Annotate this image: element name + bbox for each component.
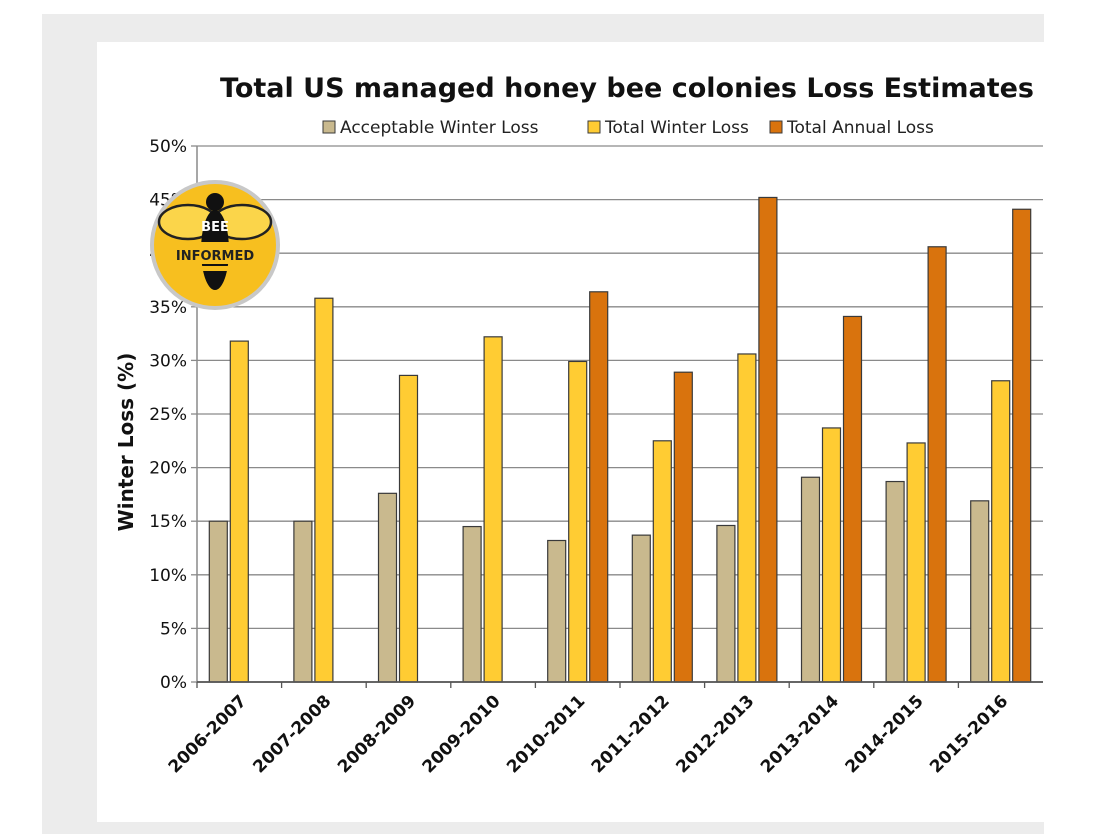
- y-tick-label: 35%: [149, 298, 187, 318]
- bars: [208, 196, 1032, 683]
- bar-total-winter-loss: [229, 340, 249, 683]
- x-tick-label: 2014-2015: [842, 691, 928, 777]
- bar-total-winter-loss: [314, 297, 334, 683]
- y-tick-label: 20%: [149, 459, 187, 479]
- bar-acceptable-winter-loss: [631, 534, 651, 683]
- bar-total-winter-loss: [652, 440, 672, 683]
- legend-label: Acceptable Winter Loss: [340, 118, 539, 138]
- legend-swatch: [322, 120, 336, 134]
- x-tick-label: 2012-2013: [672, 691, 758, 777]
- bar-chart: Total US managed honey bee colonies Loss…: [114, 73, 1043, 777]
- chart-panel: Total US managed honey bee colonies Loss…: [97, 42, 1065, 822]
- bar-total-winter-loss: [398, 374, 419, 683]
- bar-acceptable-winter-loss: [547, 539, 567, 683]
- bar-acceptable-winter-loss: [293, 520, 313, 683]
- bar-acceptable-winter-loss: [716, 524, 736, 683]
- x-tick-label: 2008-2009: [334, 691, 420, 777]
- logo-text-bottom: INFORMED: [176, 249, 254, 264]
- y-tick-label: 25%: [149, 405, 187, 425]
- logo-bee-head: [206, 193, 224, 211]
- y-tick-label: 0%: [160, 673, 187, 693]
- bar-total-annual-loss: [673, 371, 693, 683]
- bar-total-annual-loss: [842, 315, 863, 683]
- bar-total-winter-loss: [991, 380, 1011, 683]
- bar-total-winter-loss: [737, 353, 757, 683]
- bar-acceptable-winter-loss: [377, 492, 398, 683]
- bee-informed-logo: BEE INFORMED: [150, 180, 280, 310]
- bar-total-annual-loss: [1012, 208, 1032, 683]
- y-tick-label: 5%: [160, 619, 187, 639]
- y-axis-label: Winter Loss (%): [114, 353, 138, 532]
- bar-total-annual-loss: [927, 246, 947, 683]
- y-tick-label: 10%: [149, 566, 187, 586]
- legend-label: Total Annual Loss: [786, 118, 934, 138]
- legend-swatch: [587, 120, 601, 134]
- logo-text-top: BEE: [201, 220, 229, 235]
- legend: Acceptable Winter Loss Total Winter Loss T…: [322, 118, 934, 138]
- x-tick-label: 2011-2012: [588, 691, 674, 777]
- y-tick-label: 50%: [149, 137, 187, 157]
- x-tick-label: 2009-2010: [419, 691, 505, 777]
- logo-banner: [171, 246, 259, 264]
- bar-total-winter-loss: [483, 336, 503, 683]
- x-tick-label: 2013-2014: [757, 691, 843, 777]
- legend-label: Total Winter Loss: [604, 118, 749, 138]
- bar-total-winter-loss: [821, 427, 842, 683]
- y-tick-label: 15%: [149, 512, 187, 532]
- bar-total-annual-loss: [589, 291, 609, 683]
- bar-acceptable-winter-loss: [970, 500, 990, 683]
- x-tick-label: 2010-2011: [503, 691, 589, 777]
- bar-acceptable-winter-loss: [800, 476, 821, 683]
- logo-bee-stripe: [201, 266, 229, 271]
- x-tick-label: 2015-2016: [926, 691, 1012, 777]
- x-axis-ticks: 2006-20072007-20082008-20092009-20102010…: [165, 682, 1012, 777]
- chart-title: Total US managed honey bee colonies Loss…: [220, 73, 1034, 104]
- legend-swatch: [769, 120, 783, 134]
- bar-total-winter-loss: [568, 360, 588, 683]
- bar-total-annual-loss: [758, 196, 778, 683]
- chart-frame: Total US managed honey bee colonies Loss…: [42, 14, 1065, 834]
- x-tick-label: 2006-2007: [165, 691, 251, 777]
- logo-bee-stripe: [201, 242, 229, 247]
- gridlines: [191, 145, 1043, 683]
- bar-acceptable-winter-loss: [208, 520, 228, 683]
- y-tick-label: 30%: [149, 351, 187, 371]
- x-tick-label: 2007-2008: [249, 691, 335, 777]
- bar-total-winter-loss: [906, 442, 926, 683]
- bar-acceptable-winter-loss: [885, 480, 905, 683]
- bar-acceptable-winter-loss: [462, 525, 482, 683]
